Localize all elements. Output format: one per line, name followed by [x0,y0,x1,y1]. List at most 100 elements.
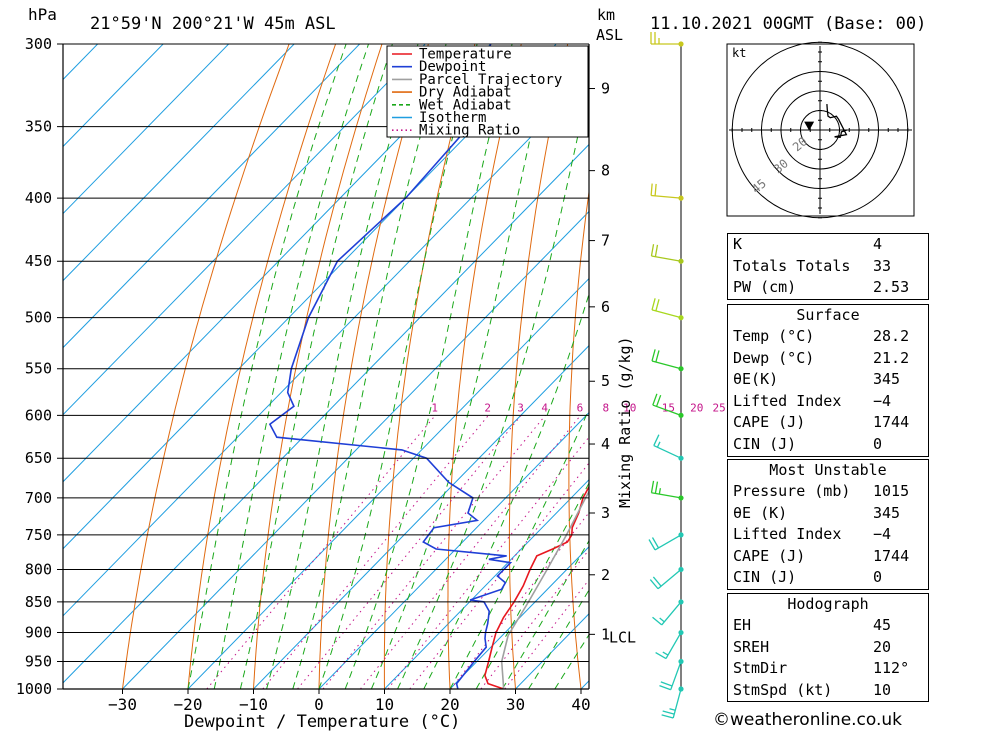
wind-barb-flag [660,681,673,687]
parcel-trajectory-profile [500,490,589,689]
mixing-ratio-line [504,578,589,689]
index-row-pw: PW (cm) 2.53 [733,278,910,297]
surface-row-dewp: Dewp (°C) 21.2 [733,348,910,367]
wind-barb [650,480,684,501]
legend-label: Isotherm [419,110,486,126]
km-tick-label: 1 [601,625,610,643]
dry-adiabat-line [121,44,290,689]
pressure-unit-label: hPa [28,5,57,24]
mixing-ratio-axis-label: Mixing Ratio (g/kg) [616,336,634,508]
surface-box: Surface Temp (°C) 28.2 Dewp (°C) 21.2 θE(K… [727,304,929,457]
isotherm-line [63,44,99,81]
wind-barb [648,532,684,551]
pressure-tick-label: 1000 [16,680,52,698]
legend-label: Dewpoint [419,59,486,75]
wind-barb-shaft [670,661,682,690]
surface-row-cin: CIN (J) 0 [733,434,883,453]
isotherm-line [63,44,295,282]
wind-barb-flag [650,480,655,493]
km-tick-label: 2 [601,566,610,584]
storm-motion-marker [804,121,815,131]
wind-barb-flag [651,298,656,311]
pressure-tick-label: 800 [25,560,52,578]
km-tick-label: 7 [601,232,610,250]
index-row-totals: Totals Totals 33 [733,256,892,275]
wind-barb-column [648,32,684,719]
hodograph-box: Hodograph EH 45 SREH 20 StmDir 112° StmSpd … [727,593,929,703]
credit-link[interactable]: ©weatheronline.co.uk [713,710,903,730]
wind-barb-half-flag [662,651,669,656]
dry-adiabat-line [447,44,522,689]
mixing-ratio-label: 4 [541,401,548,414]
hodo-row-stmdir: StmDir 112° [733,659,910,678]
lcl-label: LCL [609,629,636,647]
wind-barb [649,566,684,590]
wind-barb [659,658,684,691]
wind-barb [651,298,684,321]
wind-barb-flag [661,714,674,719]
pressure-tick-label: 450 [25,252,52,270]
wind-barb-shaft [652,404,682,416]
most-unstable-title: Most Unstable [769,461,887,479]
km-tick-label: 6 [601,298,610,316]
km-tick-label: 3 [601,504,610,522]
temperature-profile [484,485,589,689]
mixing-ratio-label: 15 [662,401,675,414]
hodo-row-sreh: SREH 20 [733,637,892,656]
legend-label: Wet Adiabat [419,97,512,113]
km-tick-label: 8 [601,162,610,180]
hodograph-title: Hodograph [787,595,869,613]
temp-tick-label: −30 [108,695,137,714]
wind-barb-flag [662,710,675,715]
wind-barb [650,32,684,47]
km-unit-label: km [597,6,615,24]
wind-barb-half-flag [659,617,665,623]
wind-barb-flag [654,183,657,196]
legend-label: Parcel Trajectory [419,72,562,88]
pressure-tick-label: 350 [25,118,52,136]
hodo-row-stmspd: StmSpd (kt) 10 [733,680,892,699]
isotherm-line [63,143,589,684]
wind-barb-flag [655,299,660,312]
wind-barb-half-flag [658,488,662,495]
wind-barb-half-flag [669,708,676,711]
isotherm-line [63,44,361,349]
mu-row-pressure: Pressure (mb) 1015 [733,482,910,500]
mixing-ratio-label: 8 [603,401,610,414]
wind-barb-shaft [661,601,682,626]
pressure-tick-label: 850 [25,593,52,611]
mixing-ratio-label: 3 [517,401,524,414]
mixing-ratio-label: 2 [484,401,491,414]
wind-barb [655,629,684,660]
wind-barb [652,393,684,418]
mixing-ratio-label: 25 [713,401,726,414]
wind-barb-shaft [651,360,682,370]
wind-barb-flag [650,183,653,196]
wind-barb-flag [651,537,660,549]
wind-barb-flag [649,579,659,590]
x-axis-label: Dewpoint / Temperature (°C) [184,712,460,732]
hodo-row-eh: EH 45 [733,616,892,634]
wind-barb-shaft [651,194,682,199]
temp-tick-label: −20 [174,695,203,714]
wet-adiabat-line [318,44,478,689]
km-tick-label: 9 [601,80,610,98]
isotherm-line [252,344,589,689]
hodograph-trace [826,104,848,138]
legend-label: Temperature [419,47,512,63]
surface-row-li: Lifted Index −4 [733,391,892,410]
pressure-tick-label: 750 [25,526,52,544]
wet-adiabat-line [187,44,347,689]
mixing-ratio-label: 20 [690,401,703,414]
mu-row-thetae: θE (K) 345 [733,503,901,522]
isotherm-line [63,44,230,215]
mixing-ratio-line [322,414,546,689]
temp-tick-label: 30 [506,695,525,714]
wind-barb [661,686,684,719]
mixing-ratio-label: 6 [577,401,584,414]
datetime-title: 11.10.2021 00GMT (Base: 00) [650,14,926,34]
pressure-tick-label: 900 [25,624,52,642]
mu-row-cin: CIN (J) 0 [733,568,883,587]
